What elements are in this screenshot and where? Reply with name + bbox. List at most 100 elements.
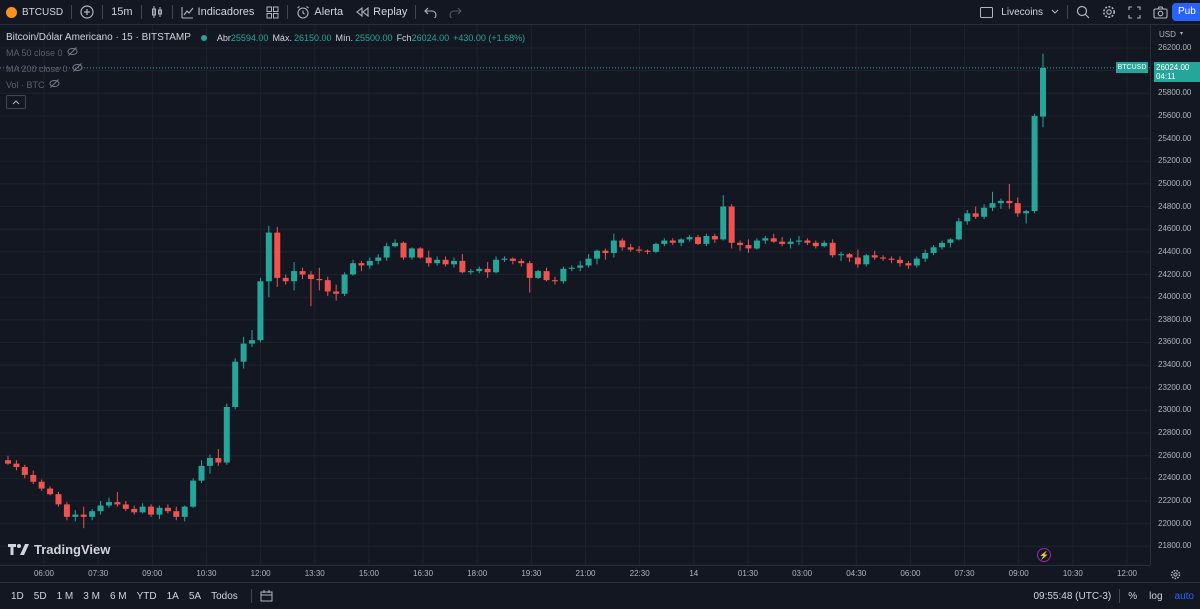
candle-body (38, 481, 45, 489)
candle (89, 508, 96, 521)
candle-body (215, 457, 222, 463)
price-axis[interactable]: USD ▾ 26200.0026000.0025800.0025600.0025… (1150, 25, 1200, 565)
candle (38, 479, 45, 491)
layout-name-label: Livecoins (1001, 6, 1043, 18)
indicator-label: Vol · BTC (6, 80, 45, 90)
candle-body (905, 263, 912, 266)
indicators-button[interactable]: Indicadores (175, 0, 261, 24)
candle (122, 501, 129, 512)
tradingview-logo[interactable]: TradingView (8, 542, 110, 557)
range-button[interactable]: 5A (188, 590, 202, 602)
candle-body (459, 260, 466, 273)
candle-body (695, 237, 701, 244)
axis-settings-gear-icon[interactable] (1167, 566, 1183, 582)
indicator-ma50[interactable]: MA 50 close 0 (6, 47, 78, 59)
clock-timezone[interactable]: 09:55:48 (UTC-3) (1033, 590, 1112, 602)
candle-body (63, 504, 70, 517)
chart-pane[interactable]: Bitcoin/Dólar Americano · 15 · BITSTAMP … (0, 25, 1150, 565)
candle (1023, 209, 1030, 224)
candle-body (526, 263, 533, 278)
undo-icon[interactable] (418, 0, 443, 24)
candle (804, 238, 811, 246)
candle (711, 233, 718, 243)
goto-date-icon[interactable] (254, 584, 279, 608)
candle (720, 195, 727, 241)
candle-body (871, 255, 878, 258)
collapse-legend-button[interactable] (6, 95, 26, 109)
range-button[interactable]: YTD (136, 590, 157, 602)
redo-icon[interactable] (443, 0, 468, 24)
market-status-dot-icon (200, 34, 207, 41)
layouts-grid-icon[interactable] (260, 0, 285, 24)
log-scale-toggle[interactable]: log (1149, 590, 1163, 602)
candle (484, 262, 491, 278)
candle-body (274, 232, 281, 278)
price-tick-label: 22200.00 (1158, 496, 1192, 505)
currency-label[interactable]: USD (1159, 30, 1176, 39)
price-tick-label: 22000.00 (1158, 518, 1192, 528)
range-button[interactable]: 1A (166, 590, 179, 602)
legend-title[interactable]: Bitcoin/Dólar Americano · 15 · BITSTAMP (6, 32, 191, 43)
compare-add-icon[interactable] (74, 0, 100, 24)
last-price-value: 26024.00 (1156, 62, 1190, 72)
candle (1040, 53, 1046, 128)
candles-chart-type-icon[interactable] (144, 0, 170, 24)
eye-hidden-icon[interactable] (71, 63, 83, 75)
gear-icon[interactable] (1096, 0, 1122, 24)
range-button[interactable]: 5D (33, 590, 47, 602)
auto-scale-toggle[interactable]: auto (1174, 590, 1194, 602)
interval-button[interactable]: 15m (111, 6, 133, 18)
bar-countdown: 04:11 (1156, 71, 1176, 81)
candle (63, 502, 70, 521)
candle-body (551, 280, 558, 282)
time-tick-label: 01:30 (737, 569, 758, 578)
candle-body (947, 239, 954, 243)
candle-body (105, 502, 112, 506)
range-button[interactable]: 1D (11, 590, 24, 602)
fullscreen-icon[interactable] (1122, 0, 1147, 24)
time-tick-label: 12:00 (250, 569, 271, 578)
layout-name-button[interactable]: Livecoins (974, 0, 1065, 24)
candle (476, 266, 483, 274)
candle (636, 246, 643, 253)
time-tick-label: 07:30 (88, 569, 109, 578)
candle (594, 249, 601, 265)
candle (930, 245, 937, 256)
eye-hidden-icon[interactable] (66, 47, 78, 59)
candle (316, 267, 323, 291)
indicator-volume[interactable]: Vol · BTC (6, 79, 60, 91)
symbol-search-button[interactable]: BTCUSD (0, 0, 69, 24)
range-button[interactable]: 3 M (83, 590, 100, 602)
candle-body (131, 508, 138, 513)
candle-body (501, 258, 508, 260)
candle (686, 234, 693, 242)
indicator-ma200[interactable]: MA 200 close 0 (6, 63, 83, 75)
range-button[interactable]: 1 M (56, 590, 74, 602)
alert-button[interactable]: Alerta (290, 0, 349, 24)
candlestick-chart[interactable] (0, 25, 1150, 565)
candle (350, 259, 356, 276)
percent-scale-toggle[interactable]: % (1128, 590, 1138, 602)
candle (324, 276, 331, 297)
candle-body (896, 259, 903, 264)
camera-icon[interactable] (1147, 0, 1174, 24)
price-tick-label: 25000.00 (1158, 178, 1192, 188)
eye-hidden-icon[interactable] (48, 79, 60, 91)
candle (139, 503, 146, 514)
lightning-alert-icon[interactable]: ⚡ (1037, 548, 1051, 562)
range-button[interactable]: 6 M (109, 590, 127, 602)
candle-body (728, 206, 735, 243)
toolbar-divider (1119, 589, 1121, 603)
search-icon[interactable] (1070, 0, 1096, 24)
candle-body (703, 235, 710, 244)
replay-button[interactable]: Replay (349, 0, 413, 24)
time-tick-label: 22:30 (629, 569, 650, 578)
candle-body (148, 506, 155, 515)
time-axis[interactable]: 06:00 07:30 09:00 10:30 12:00 13:30 15:00 16:30… (0, 565, 1150, 583)
candle (392, 239, 399, 248)
range-button[interactable]: Todos (211, 590, 238, 602)
time-tick-label: 09:00 (1008, 569, 1029, 578)
publish-button[interactable]: Pub (1172, 3, 1200, 21)
candle-body (964, 213, 971, 222)
candle-body (442, 259, 449, 265)
